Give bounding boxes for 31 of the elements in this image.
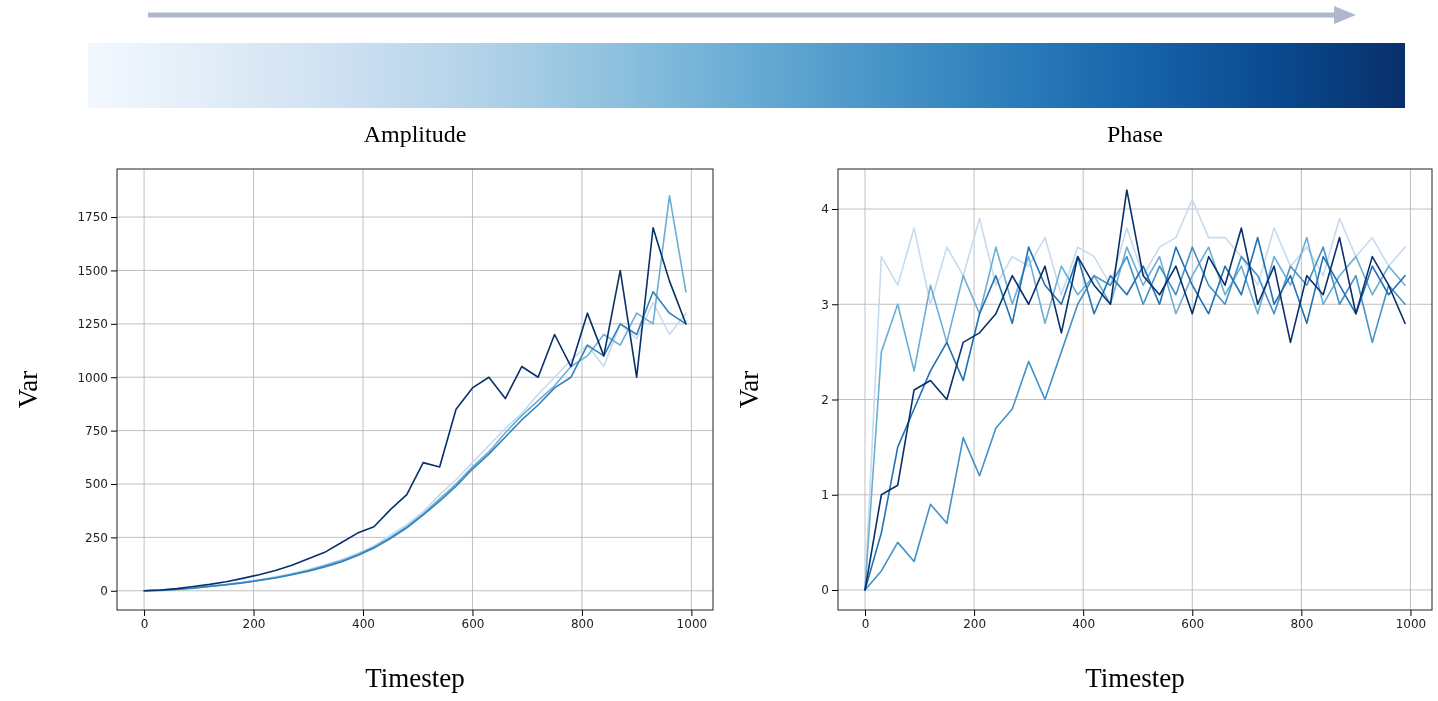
y-axis-title: Var	[13, 370, 43, 409]
y-tick-label: 1000	[77, 370, 108, 385]
x-tick-label: 0	[861, 616, 870, 631]
x-tick-label: 1000	[1395, 616, 1427, 631]
y-tick-label: 0	[821, 583, 829, 598]
x-tick-label: 400	[352, 616, 375, 631]
y-tick-label: 750	[85, 423, 108, 438]
y-tick-label: 1500	[77, 263, 108, 278]
x-axis-title: Timestep	[1085, 663, 1185, 693]
x-axis-title: Timestep	[365, 663, 465, 693]
x-tick-label: 800	[1290, 616, 1314, 631]
x-tick-label: 800	[570, 616, 594, 631]
x-tick-label: 600	[1181, 616, 1205, 631]
chart-title: Phase	[1107, 121, 1163, 147]
chart-title: Amplitude	[363, 121, 467, 147]
x-tick-label: 400	[1072, 616, 1096, 631]
y-tick-label: 500	[85, 477, 108, 492]
x-tick-label: 600	[461, 616, 485, 631]
y-tick-label: 0	[100, 584, 108, 599]
x-tick-label: 200	[963, 616, 987, 631]
y-tick-label: 2	[821, 392, 829, 407]
y-tick-label: 1	[821, 488, 829, 503]
y-tick-label: 3	[821, 297, 829, 312]
y-tick-label: 4	[821, 202, 829, 217]
y-tick-label: 250	[85, 530, 108, 545]
y-axis-title: Var	[734, 370, 764, 409]
x-tick-label: 1000	[676, 616, 708, 631]
y-tick-label: 1250	[77, 317, 108, 332]
x-tick-label: 0	[140, 616, 149, 631]
y-tick-label: 1750	[77, 210, 108, 225]
x-tick-label: 200	[242, 616, 266, 631]
